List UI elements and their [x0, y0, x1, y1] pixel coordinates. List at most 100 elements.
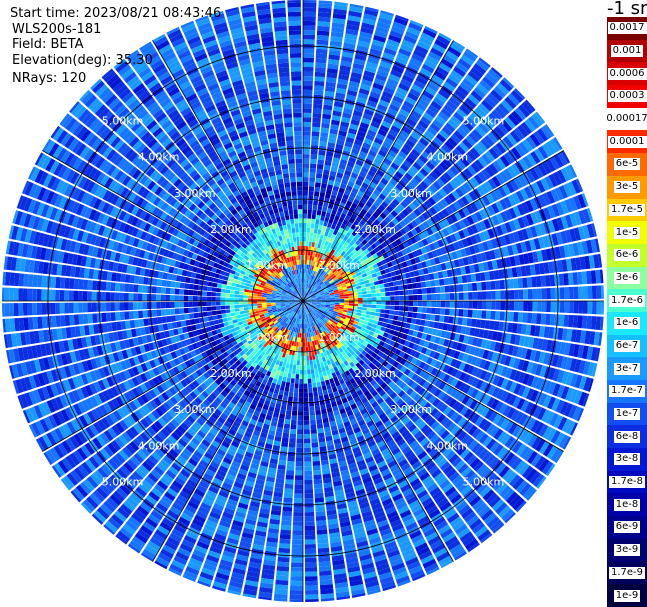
range-gate-cell: [579, 330, 587, 344]
range-gate-cell: [303, 250, 306, 256]
range-gate-cell: [458, 209, 467, 219]
range-gate-cell: [477, 141, 488, 153]
range-gate-cell: [310, 145, 319, 151]
range-gate-cell: [398, 290, 404, 296]
range-gate-cell: [321, 385, 327, 391]
range-gate-cell: [443, 315, 450, 323]
range-gate-cell: [333, 309, 339, 313]
range-gate-cell: [316, 520, 327, 526]
range-gate-cell: [523, 301, 528, 312]
range-gate-cell: [470, 318, 477, 328]
range-gate-cell: [311, 214, 317, 220]
range-gate-cell: [472, 291, 478, 300]
range-gate-cell: [311, 303, 317, 306]
range-gate-cell: [335, 252, 341, 258]
range-gate-cell: [303, 0, 317, 3]
range-gate-cell: [586, 315, 592, 330]
range-gate-cell: [431, 265, 438, 273]
range-gate-cell: [360, 27, 374, 35]
range-gate-cell: [464, 74, 478, 86]
range-gate-cell: [328, 54, 340, 61]
range-gate-cell: [392, 315, 399, 321]
range-gate-cell: [440, 330, 447, 338]
range-gate-cell: [327, 286, 333, 290]
range-gate-cell: [458, 284, 464, 292]
range-gate-cell: [551, 218, 560, 232]
range-gate-cell: [568, 164, 578, 178]
range-gate-cell: [292, 345, 296, 351]
range-gate-cell: [400, 104, 412, 114]
range-gate-cell: [541, 160, 552, 175]
range-gate-cell: [275, 575, 289, 581]
range-gate-cell: [481, 301, 487, 310]
range-gate-cell: [429, 171, 439, 181]
range-gate-cell: [332, 157, 340, 164]
range-gate-cell: [321, 298, 326, 300]
range-gate-cell: [307, 299, 313, 301]
range-gate-cell: [303, 140, 311, 146]
range-gate-cell: [416, 262, 423, 270]
range-gate-cell: [484, 96, 497, 109]
range-gate-cell: [383, 245, 391, 253]
range-gate-cell: [432, 43, 446, 54]
range-gate-cell: [339, 304, 345, 308]
range-gate-cell: [361, 245, 367, 252]
range-gate-cell: [445, 50, 459, 62]
range-gate-cell: [366, 290, 372, 294]
range-gate-cell: [298, 346, 301, 352]
range-gate-cell: [372, 263, 379, 269]
range-gate-cell: [326, 284, 332, 289]
range-gate-cell: [353, 220, 360, 227]
range-gate-cell: [417, 301, 423, 307]
range-gate-cell: [295, 346, 299, 352]
range-gate-cell: [354, 53, 367, 62]
range-gate-cell: [341, 258, 348, 264]
range-gate-cell: [591, 363, 598, 377]
range-gate-cell: [400, 163, 409, 172]
range-gate-cell: [305, 580, 318, 586]
range-gate-cell: [356, 222, 364, 230]
range-gate-cell: [450, 69, 464, 81]
range-gate-cell: [500, 301, 506, 311]
range-gate-cell: [360, 226, 367, 233]
range-gate-cell: [550, 188, 560, 203]
range-gate-cell: [526, 277, 533, 288]
range-gate-cell: [440, 58, 454, 69]
range-gate-cell: [452, 316, 459, 325]
range-gate-cell: [303, 291, 305, 297]
range-gate-cell: [323, 256, 328, 262]
range-gate-cell: [359, 219, 366, 226]
range-gate-cell: [419, 167, 429, 177]
range-gate-cell: [488, 112, 500, 125]
range-gate-cell: [394, 91, 406, 100]
range-gate-cell: [466, 150, 477, 162]
range-gate-cell: [283, 390, 289, 397]
range-gate-cell: [405, 139, 416, 148]
range-gate-cell: [312, 288, 317, 292]
range-gate-cell: [315, 283, 320, 288]
range-gate-cell: [308, 289, 312, 294]
range-gate-cell: [498, 269, 504, 279]
range-gate-cell: [289, 433, 297, 439]
range-gate-cell: [285, 479, 294, 485]
range-gate-cell: [483, 218, 492, 229]
range-gate-cell: [490, 67, 503, 78]
range-gate-cell: [396, 87, 408, 96]
range-gate-cell: [415, 75, 428, 86]
range-gate-cell: [370, 222, 378, 230]
range-gate-cell: [593, 254, 600, 269]
range-gate-cell: [310, 280, 314, 285]
range-gate-cell: [317, 427, 324, 434]
range-gate-cell: [389, 30, 404, 39]
range-gate-cell: [332, 17, 346, 25]
range-gate-cell: [351, 114, 362, 122]
range-gate-cell: [508, 311, 514, 322]
range-gate-cell: [448, 277, 454, 285]
range-gate-cell: [347, 287, 353, 292]
range-gate-cell: [367, 239, 374, 246]
range-gate-cell: [434, 314, 440, 322]
range-gate-cell: [344, 303, 349, 306]
range-gate-cell: [321, 297, 326, 299]
range-gate-cell: [357, 190, 365, 198]
range-gate-cell: [403, 100, 415, 110]
